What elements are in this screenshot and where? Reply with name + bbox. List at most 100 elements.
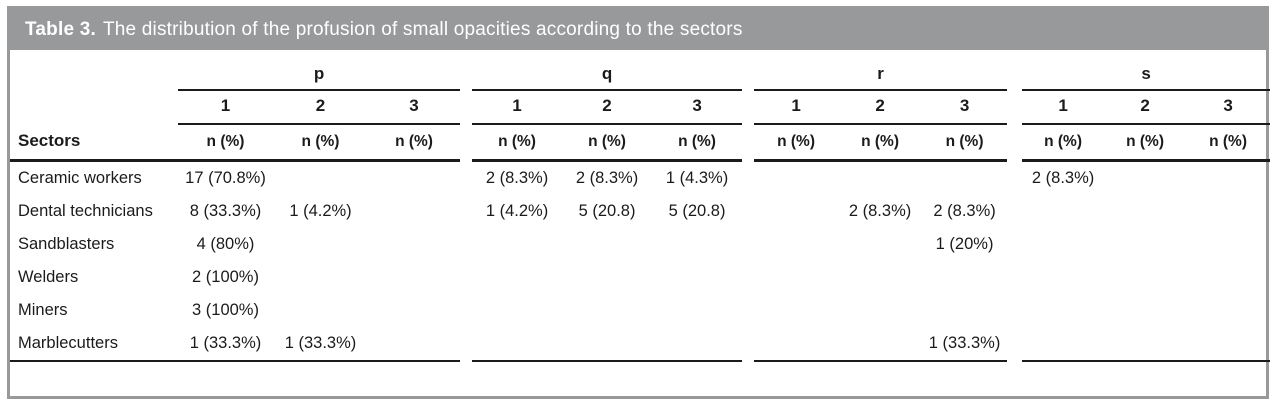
value-cell [562, 327, 653, 362]
unit-label: n (%) [178, 124, 273, 162]
value-cell [273, 261, 368, 294]
value-cell [562, 261, 652, 294]
group-gap [460, 228, 472, 261]
unit-header-row: Sectors n (%) n (%) n (%) n (%) n (%) n … [10, 124, 1271, 162]
group-gap [742, 294, 754, 327]
value-cell [1104, 261, 1186, 294]
unit-label: n (%) [1186, 124, 1271, 162]
group-gap [1007, 124, 1022, 161]
value-cell: 2 (8.3%) [933, 202, 996, 220]
value-cell [754, 327, 839, 362]
unit-label: n (%) [273, 124, 368, 162]
sector-label: Marblecutters [10, 327, 178, 362]
table-row-ceramic-workers: Ceramic workers 17 (70.8%) 2 (8.3%) 2 (8… [10, 161, 1270, 196]
subcol-s2: 2 [1104, 90, 1187, 125]
value-cell [1186, 261, 1270, 294]
table-row-sandblasters: Sandblasters 4 (80%) 1 (20%) [10, 228, 1270, 261]
unit-label: n (%) [1022, 124, 1105, 162]
unit-label: n (%) [562, 124, 653, 162]
value-cell [1022, 261, 1104, 294]
value-cell [368, 228, 460, 261]
value-cell: 2 (8.3%) [1031, 169, 1095, 187]
value-cell: 1 (20%) [935, 235, 994, 253]
value-cell: 1 (33.3%) [178, 327, 273, 362]
unit-label: n (%) [652, 124, 743, 162]
sector-label: Sandblasters [18, 235, 115, 253]
distribution-table: p q r s 1 2 3 1 2 3 [10, 50, 1271, 362]
value-cell [838, 161, 922, 196]
value-cell: 1 (33.3%) [273, 327, 368, 362]
table-title-bar: Table 3. The distribution of the profusi… [10, 9, 1266, 50]
group-gap [1007, 90, 1022, 124]
unit-label: n (%) [368, 124, 461, 162]
value-cell [368, 261, 460, 294]
unit-label: n (%) [1104, 124, 1187, 162]
value-cell [754, 161, 838, 196]
value-cell [838, 327, 923, 362]
value-cell: 8 (33.3%) [189, 202, 262, 220]
table-row-welders: Welders 2 (100%) [10, 261, 1270, 294]
value-cell: 2 (8.3%) [575, 169, 639, 187]
value-cell [922, 294, 1007, 327]
value-cell [1022, 294, 1104, 327]
corner-blank [10, 90, 178, 124]
sector-label: Miners [18, 301, 68, 319]
subcol-q3: 3 [652, 90, 743, 125]
group-gap [460, 195, 472, 228]
value-cell: 1 (4.3%) [665, 169, 729, 187]
value-cell [1022, 228, 1104, 261]
subcol-q2: 2 [562, 90, 653, 125]
subcol-s3: 3 [1186, 90, 1271, 125]
group-gap [460, 90, 472, 124]
group-gap [1007, 50, 1022, 90]
value-cell [1022, 327, 1105, 362]
value-cell [472, 228, 562, 261]
group-header-q: q [472, 50, 743, 91]
group-gap [1007, 261, 1022, 294]
subcol-q1: 1 [472, 90, 563, 125]
value-cell [1186, 195, 1270, 228]
corner-blank [10, 50, 178, 90]
value-cell [1104, 195, 1186, 228]
value-cell [273, 161, 368, 196]
subcol-p2: 2 [273, 90, 368, 125]
value-cell: 4 (80%) [196, 235, 255, 253]
subcol-r2: 2 [838, 90, 923, 125]
group-gap [742, 327, 754, 361]
value-cell [652, 228, 742, 261]
value-cell: 1 (4.2%) [485, 202, 549, 220]
sectors-header: Sectors [10, 124, 178, 162]
value-cell [1022, 195, 1104, 228]
value-cell [368, 161, 460, 196]
group-gap [1007, 161, 1022, 196]
value-cell [368, 195, 460, 228]
value-cell: 17 (70.8%) [185, 169, 266, 187]
value-cell [472, 261, 562, 294]
value-cell [273, 294, 368, 327]
subcol-p3: 3 [368, 90, 461, 125]
group-gap [742, 124, 754, 161]
value-cell [1104, 327, 1187, 362]
value-cell [652, 294, 742, 327]
value-cell [1186, 161, 1270, 196]
table-caption: The distribution of the profusion of sma… [102, 18, 743, 40]
table-row-dental-technicians: Dental technicians 8 (33.3%) 1 (4.2%) 1 … [10, 195, 1270, 228]
value-cell [273, 228, 368, 261]
sector-label: Dental technicians [18, 202, 153, 220]
group-gap [742, 90, 754, 124]
value-cell: 3 (100%) [192, 301, 259, 319]
unit-label: n (%) [922, 124, 1008, 162]
value-cell: 2 (8.3%) [485, 169, 549, 187]
group-gap [460, 50, 472, 90]
value-cell: 5 (20.8) [668, 202, 726, 220]
group-gap [460, 327, 472, 361]
value-cell [368, 294, 460, 327]
value-cell: 5 (20.8) [578, 202, 636, 220]
value-cell [838, 228, 922, 261]
group-gap [742, 161, 754, 196]
value-cell [562, 294, 652, 327]
table-row-marblecutters: Marblecutters 1 (33.3%) 1 (33.3%) 1 (33.… [10, 327, 1271, 362]
group-gap [1007, 195, 1022, 228]
group-gap [1007, 228, 1022, 261]
value-cell [1104, 294, 1186, 327]
